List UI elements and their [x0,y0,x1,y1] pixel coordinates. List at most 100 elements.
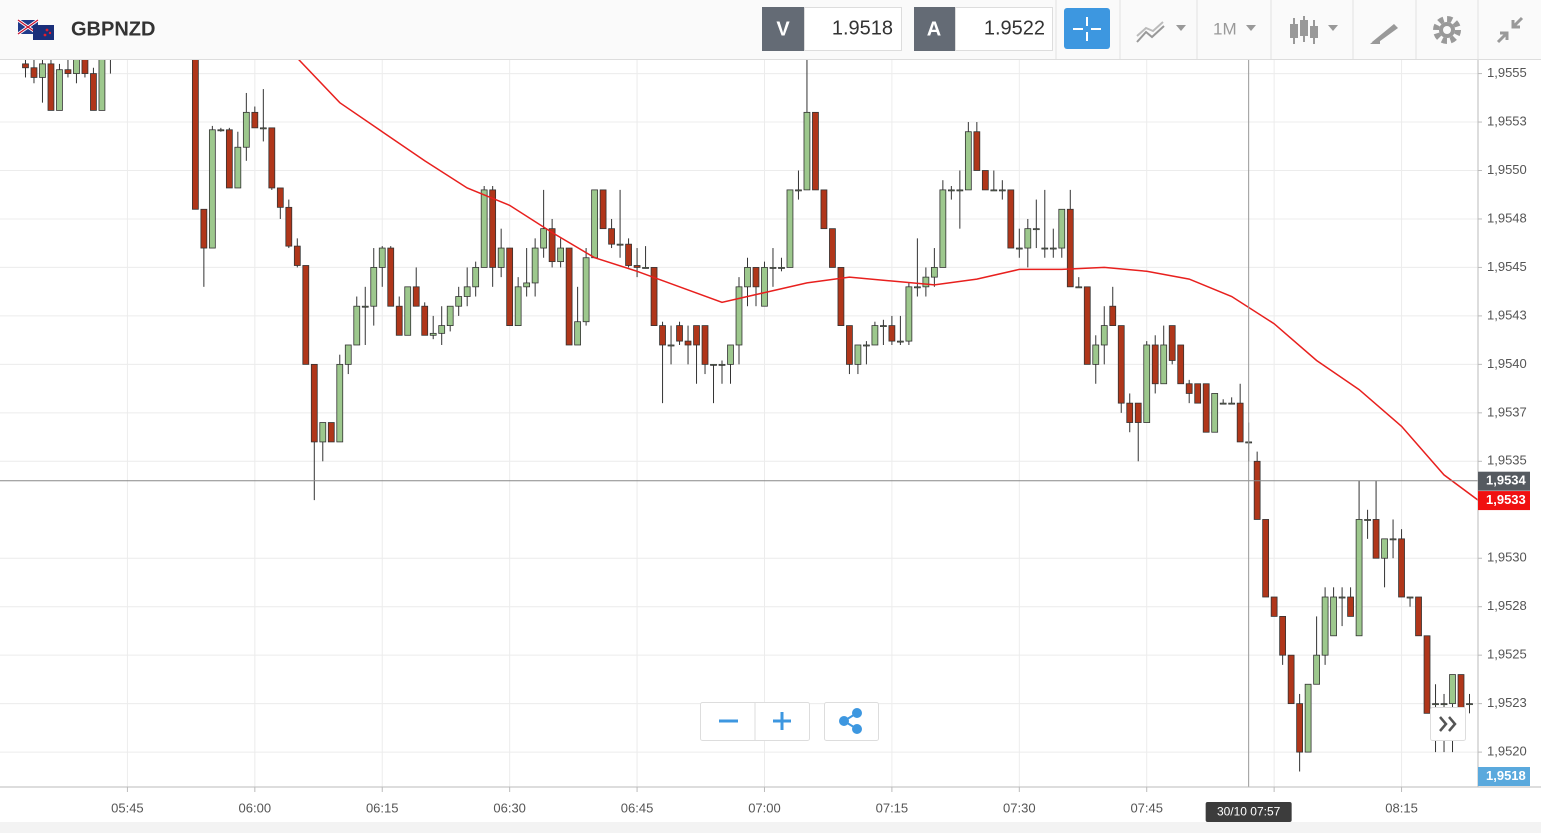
axes: 1,9555 1,9553 1,9550 1,9548 1,9545 1,9543 1,95… [111,65,1530,822]
candle-body [1168,325,1176,361]
x-tick-label: 07:45 [1130,800,1163,815]
bid-box [804,7,902,51]
candle-body [30,67,38,78]
candle-body [378,247,386,268]
candle-body [353,305,361,346]
candle-body [981,170,989,191]
candle-body [1372,519,1380,559]
candle-body [540,228,548,249]
crosshair-time-label: 30/10 07:57 [1217,805,1281,819]
candle-body [1194,383,1202,404]
candle-body [1389,538,1397,541]
candle-type-button[interactable] [1290,16,1338,44]
y-tick-label: 1,9535 [1487,453,1527,468]
candle-body [1415,596,1422,637]
candle-body [1126,402,1134,423]
candle-body [1313,654,1320,685]
x-tick-label: 06:00 [239,800,272,815]
candle-body [880,325,887,327]
candle-body [285,206,293,247]
candle-body [599,189,607,230]
candle-body [1364,519,1371,521]
candle-body [1228,402,1236,405]
candle-body [276,187,284,208]
flag-icon [17,18,54,40]
candle-body [1296,703,1303,753]
candle-body [1381,538,1388,559]
ask-badge [914,7,955,51]
candle-body [1287,654,1295,705]
candle-body [947,189,955,192]
candle-body [90,73,97,111]
candle-body [1007,189,1015,249]
collapse-button[interactable] [1496,16,1524,44]
drawing-button[interactable] [1370,24,1398,44]
candle-body [327,422,335,443]
candle-body [217,129,225,132]
candle-body [395,305,403,336]
x-tick-label: 06:30 [493,800,526,815]
candle-body [1202,383,1210,433]
candle-body [208,129,216,249]
candle-body [438,325,446,334]
candle-body [319,422,327,443]
candle-body [361,305,369,308]
candle-body [582,257,590,323]
candle-body [905,286,913,342]
candle-body [293,245,301,266]
y-tick-label: 1,9545 [1487,259,1527,274]
candle-body [47,63,55,111]
scroll-end-button[interactable] [1439,716,1457,732]
candle-body [1092,344,1100,365]
price-tag-label: 1,9518 [1486,768,1526,783]
candle-body [710,363,717,366]
candle-body [1262,519,1270,598]
grid [0,60,1478,787]
interval-button[interactable]: 1M [1213,19,1237,38]
candle-body [1355,519,1363,637]
candle-body [812,111,819,191]
candle-body [676,325,683,342]
candle-body [1032,228,1040,231]
candle-body [64,69,72,74]
candle-body [769,267,777,269]
settings-button[interactable] [1433,16,1461,44]
ask-box [955,7,1053,51]
candle-body [523,282,531,288]
candle-body [684,340,692,346]
x-tick-label: 06:15 [366,800,399,815]
candle-body [370,267,378,307]
y-tick-label: 1,9550 [1487,162,1527,177]
candle-body [506,247,514,326]
y-tick-label: 1,9543 [1487,307,1527,322]
candle-body [1304,683,1312,753]
chart-type-button[interactable] [1136,21,1186,43]
crosshair-time-box [1205,802,1292,822]
candle-body [98,60,106,111]
candle-body [973,131,981,171]
candle-body [1100,325,1108,346]
candle-body [1058,208,1066,249]
candle-body [1423,635,1431,714]
zoom-controls [700,702,1466,741]
crosshair-button[interactable] [1064,8,1110,49]
symbol: GBPNZD [71,18,155,40]
candle-body [1015,247,1023,250]
share-button[interactable] [839,708,862,734]
interval-caret [1246,25,1256,31]
candle-body [1083,286,1091,365]
candle-body [557,247,564,263]
candle-body [1338,596,1346,599]
price-tag-label: 1,9533 [1486,492,1526,507]
share-box [824,702,879,741]
zoom-in-button[interactable] [773,712,791,730]
candle-body [22,63,29,69]
bid-badge [762,7,804,51]
candle-body [939,189,947,268]
candle-body [1134,402,1142,423]
candle-body [667,344,675,347]
candle-body [1406,596,1414,599]
candle-body [829,228,836,268]
ask-value: 1.9522 [984,17,1045,39]
candle-body [302,265,310,365]
